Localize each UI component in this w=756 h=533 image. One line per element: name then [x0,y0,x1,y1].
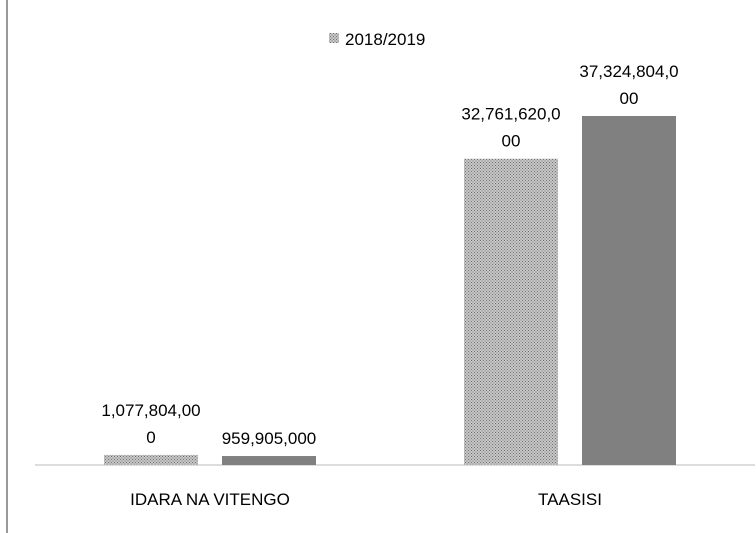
x-tick-label: TAASISI [538,490,602,509]
x-tick-label: IDARA NA VITENGO [130,490,290,509]
legend-swatch [329,33,339,43]
bar [222,456,316,465]
value-label: 1,077,804,00 0 [101,401,200,447]
bar [104,454,198,465]
bar [582,116,676,465]
value-label: 959,905,000 [222,429,317,448]
legend-label: 2018/2019 [345,30,425,49]
value-label: 37,324,804,0 00 [579,62,678,108]
bar [464,158,558,466]
value-label: 32,761,620,0 00 [461,105,560,151]
